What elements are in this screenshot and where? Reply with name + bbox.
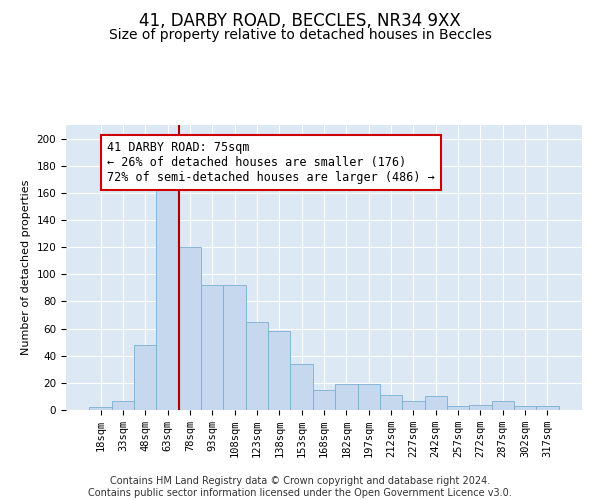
Y-axis label: Number of detached properties: Number of detached properties	[21, 180, 31, 355]
Bar	[491, 400, 514, 410]
Bar	[112, 400, 134, 410]
Text: 41 DARBY ROAD: 75sqm
← 26% of detached houses are smaller (176)
72% of semi-deta: 41 DARBY ROAD: 75sqm ← 26% of detached h…	[107, 142, 435, 184]
Bar	[380, 395, 402, 410]
Bar	[536, 406, 559, 410]
Bar	[335, 384, 358, 410]
Text: 41, DARBY ROAD, BECCLES, NR34 9XX: 41, DARBY ROAD, BECCLES, NR34 9XX	[139, 12, 461, 30]
Bar	[134, 345, 157, 410]
Bar	[313, 390, 335, 410]
Bar	[179, 247, 201, 410]
Bar	[268, 332, 290, 410]
Text: Size of property relative to detached houses in Beccles: Size of property relative to detached ho…	[109, 28, 491, 42]
Bar	[358, 384, 380, 410]
Bar	[89, 408, 112, 410]
Bar	[290, 364, 313, 410]
Bar	[246, 322, 268, 410]
Bar	[514, 406, 536, 410]
Text: Contains HM Land Registry data © Crown copyright and database right 2024.
Contai: Contains HM Land Registry data © Crown c…	[88, 476, 512, 498]
Bar	[402, 400, 425, 410]
Bar	[469, 404, 491, 410]
Bar	[223, 285, 246, 410]
Bar	[201, 285, 223, 410]
Bar	[447, 406, 469, 410]
Bar	[425, 396, 447, 410]
Bar	[157, 182, 179, 410]
